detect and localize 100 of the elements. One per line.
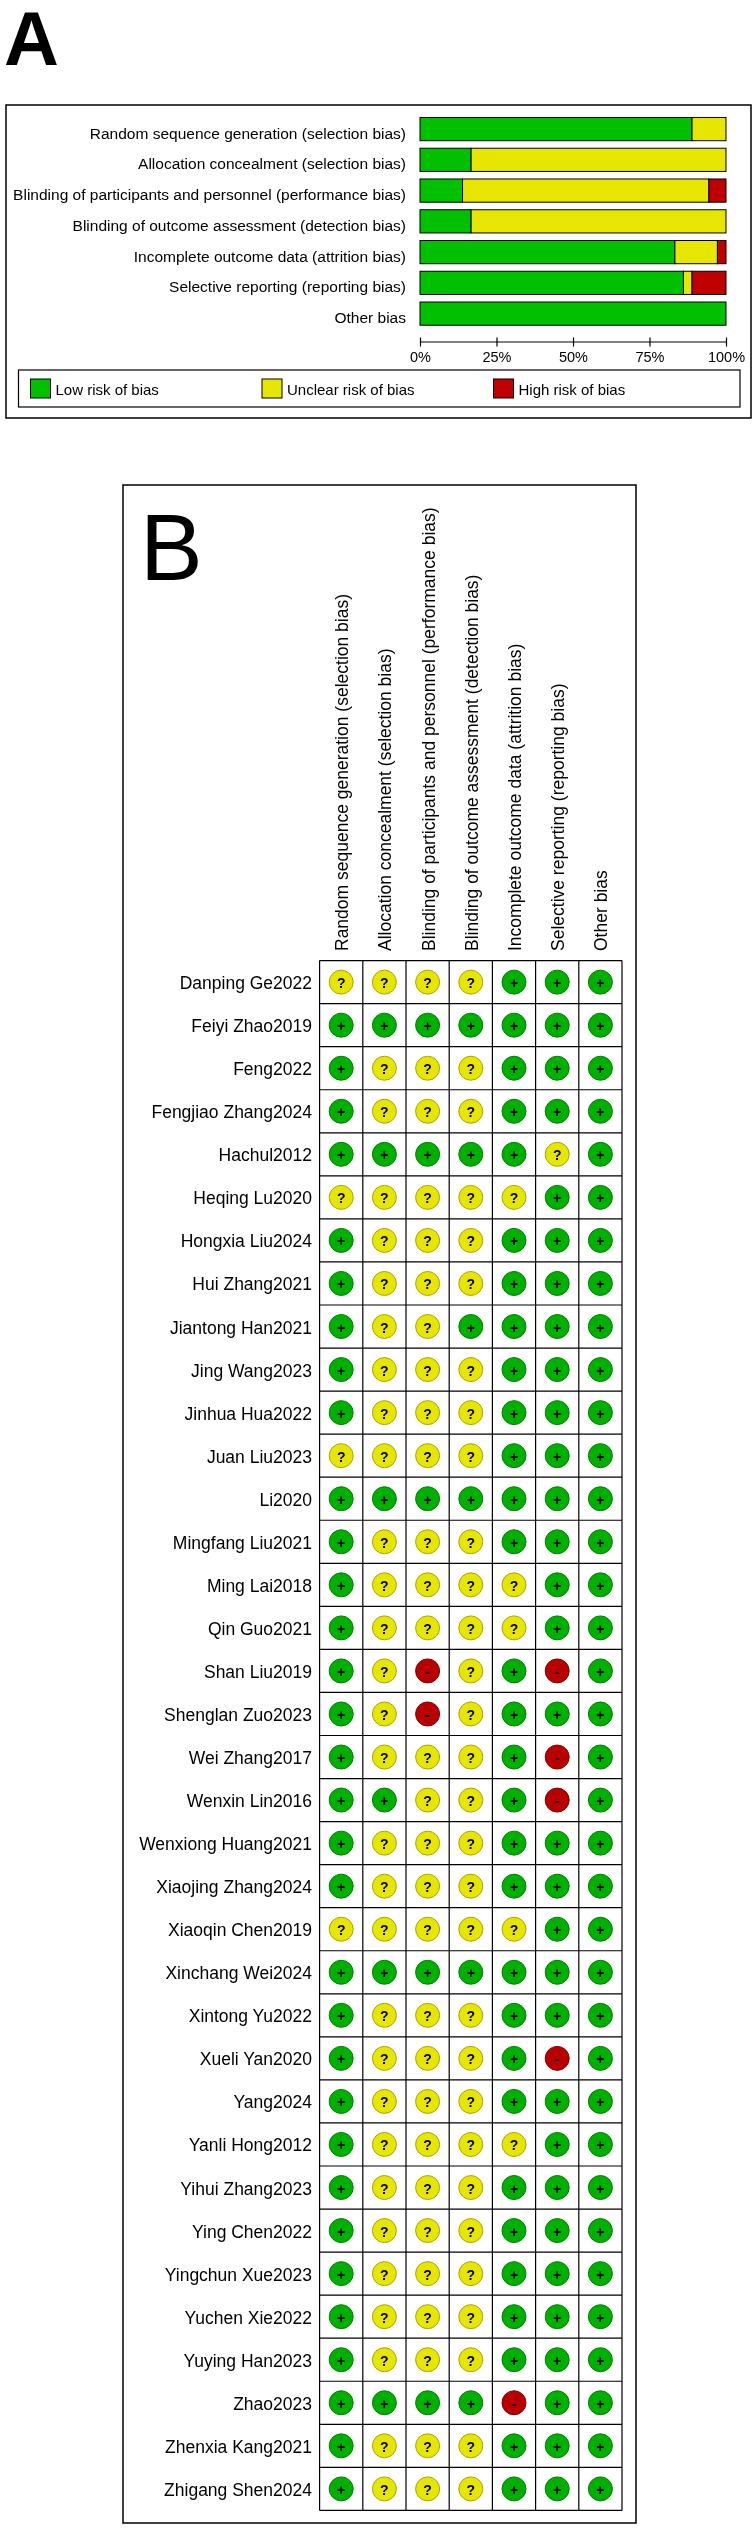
- text: +: [596, 2051, 605, 2068]
- text: ?: [509, 1922, 519, 1939]
- text: +: [337, 2309, 346, 2326]
- text: +: [553, 1276, 562, 1293]
- text: +: [509, 1147, 519, 1164]
- text: +: [337, 1706, 346, 1723]
- y-tick-label: Xinchang Wei2024: [165, 1963, 313, 1984]
- text: ?: [509, 1620, 519, 1637]
- text: ?: [466, 2137, 476, 2154]
- text: +: [596, 2266, 605, 2283]
- text: +: [596, 1362, 605, 1379]
- text: +: [509, 1706, 519, 1723]
- text: ?: [380, 1534, 389, 1551]
- text: +: [596, 2180, 605, 2197]
- y-tick-label: Yuchen Xie2022: [184, 2307, 312, 2328]
- text: ?: [380, 2438, 389, 2455]
- text: ?: [466, 2008, 476, 2025]
- text: +: [337, 2481, 346, 2498]
- text: ?: [380, 1620, 389, 1637]
- text: +: [596, 2438, 605, 2455]
- text: +: [380, 1147, 389, 1164]
- text: ?: [380, 1750, 389, 1767]
- text: +: [509, 1879, 519, 1896]
- text: +: [466, 1319, 475, 1336]
- text: ?: [466, 1448, 476, 1465]
- text: +: [509, 1448, 519, 1465]
- text: +: [337, 2223, 346, 2240]
- text: +: [509, 1362, 519, 1379]
- text: +: [553, 2481, 562, 2498]
- y-tick-label: Random sequence generation (selection bias): [89, 124, 406, 142]
- text: ?: [466, 1922, 476, 1939]
- text: ?: [466, 2094, 476, 2111]
- text: +: [596, 2481, 605, 2498]
- text: ?: [423, 2094, 432, 2111]
- text: ?: [423, 1233, 432, 1250]
- x-tick-label: Selective reporting (reporting bias): [548, 683, 569, 951]
- text: +: [509, 2051, 519, 2068]
- y-tick-label: Yingchun Xue2023: [164, 2264, 312, 2285]
- y-tick-label: Mingfang Liu2021: [172, 1532, 312, 1553]
- y-tick-label: Yang2024: [233, 2092, 313, 2113]
- bar: [419, 301, 727, 326]
- text: -: [554, 2051, 560, 2068]
- x-tick-label: 0%: [410, 348, 432, 365]
- text: ?: [466, 1663, 476, 1680]
- y-tick-label: Ming Lai2018: [206, 1575, 312, 1596]
- text: ?: [336, 975, 346, 992]
- text: ?: [380, 1190, 389, 1207]
- text: ?: [380, 1319, 389, 1336]
- text: +: [596, 1190, 605, 1207]
- text: ?: [466, 2051, 476, 2068]
- text: +: [596, 2395, 605, 2412]
- text: +: [509, 1836, 519, 1853]
- text: +: [553, 2309, 562, 2326]
- text: -: [425, 1706, 430, 1723]
- text: ?: [466, 1534, 476, 1551]
- text: +: [337, 2094, 346, 2111]
- text: ?: [466, 2309, 476, 2326]
- text: ?: [466, 2481, 476, 2498]
- x-tick-label: 100%: [707, 348, 746, 365]
- text: +: [553, 2094, 562, 2111]
- text: ?: [423, 1750, 432, 1767]
- text: +: [466, 1965, 475, 1982]
- text: +: [553, 1061, 562, 1078]
- chart-title: B: [140, 495, 203, 600]
- text: +: [596, 1922, 605, 1939]
- text: -: [554, 1663, 560, 1680]
- text: +: [380, 1018, 389, 1035]
- text: -: [511, 2395, 517, 2412]
- text: +: [337, 2137, 346, 2154]
- text: ?: [423, 1620, 432, 1637]
- text: +: [553, 1362, 562, 1379]
- text: +: [337, 1793, 346, 1810]
- text: ?: [380, 2008, 389, 2025]
- text: +: [423, 1491, 432, 1508]
- text: +: [337, 1577, 346, 1594]
- text: ?: [380, 1233, 389, 1250]
- text: ?: [380, 2180, 389, 2197]
- y-tick-label: Juan Liu2023: [206, 1446, 312, 1467]
- text: +: [596, 2137, 605, 2154]
- text: -: [554, 1793, 560, 1810]
- text: +: [553, 1706, 562, 1723]
- text: +: [596, 1836, 605, 1853]
- text: +: [553, 1577, 562, 1594]
- text: ?: [466, 1620, 476, 1637]
- text: ?: [380, 2266, 389, 2283]
- text: ?: [423, 1793, 432, 1810]
- text: ?: [380, 2481, 389, 2498]
- y-tick-label: Shan Liu2019: [203, 1661, 312, 1682]
- text: +: [596, 1663, 605, 1680]
- text: ?: [380, 1405, 389, 1422]
- text: ?: [380, 1663, 389, 1680]
- text: +: [596, 1448, 605, 1465]
- text: +: [380, 1491, 389, 1508]
- text: ?: [336, 1922, 346, 1939]
- text: ?: [423, 2051, 432, 2068]
- text: +: [509, 1965, 519, 1982]
- text: ?: [423, 2223, 432, 2240]
- text: ?: [423, 1534, 432, 1551]
- y-tick-label: Jiantong Han2021: [169, 1317, 312, 1338]
- text: ?: [423, 1577, 432, 1594]
